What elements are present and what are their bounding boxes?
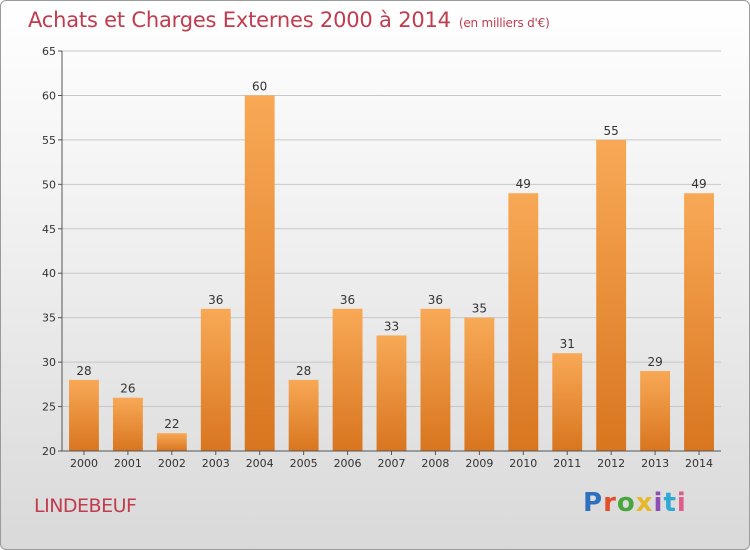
bar [508, 193, 539, 451]
bar [332, 308, 363, 451]
bar-value-label: 49 [691, 177, 706, 191]
x-tick-label: 2010 [509, 457, 537, 470]
x-tick-label: 2012 [597, 457, 625, 470]
x-tick-label: 2004 [246, 457, 274, 470]
x-tick-label: 2011 [553, 457, 581, 470]
bar-value-label: 31 [560, 337, 575, 351]
bar-value-label: 55 [604, 124, 619, 138]
proxiti-logo: Proxiti [583, 488, 687, 518]
bar [288, 379, 319, 451]
bar [200, 308, 231, 451]
x-tick-label: 2008 [421, 457, 449, 470]
logo-letter: P [583, 488, 604, 518]
commune-name: LINDEBEUF [34, 495, 137, 517]
bar [69, 379, 99, 451]
bar [552, 353, 583, 451]
y-tick-label: 55 [42, 134, 56, 147]
logo-letter: i [676, 488, 687, 518]
bar [684, 193, 714, 451]
logo-letter: i [653, 488, 664, 518]
x-tick-label: 2005 [290, 457, 318, 470]
y-tick-label: 35 [42, 312, 56, 325]
bar [376, 335, 407, 451]
x-tick-label: 2003 [202, 457, 230, 470]
logo-letter: r [603, 488, 617, 518]
y-tick-label: 30 [42, 356, 56, 369]
chart-unit: (en milliers d'€) [458, 16, 550, 30]
bar [244, 95, 275, 451]
bar [596, 139, 627, 451]
bar-value-label: 29 [647, 355, 662, 369]
y-tick-label: 50 [42, 178, 56, 191]
y-tick-label: 45 [42, 223, 56, 236]
bar-value-label: 36 [340, 293, 355, 307]
y-tick-label: 40 [42, 267, 56, 280]
y-tick-label: 65 [42, 45, 56, 58]
x-tick-label: 2002 [158, 457, 186, 470]
bar-value-label: 35 [472, 302, 487, 316]
bar [112, 397, 143, 451]
bar-value-label: 22 [164, 417, 179, 431]
logo-letter: o [616, 488, 636, 518]
x-tick-label: 2006 [334, 457, 362, 470]
bar-value-label: 28 [76, 364, 91, 378]
bar-value-label: 33 [384, 319, 399, 333]
y-tick-label: 60 [42, 89, 56, 102]
x-tick-label: 2014 [685, 457, 713, 470]
chart-title-text: Achats et Charges Externes 2000 à 2014 [28, 8, 451, 32]
bar-value-label: 60 [252, 79, 267, 93]
bar [464, 317, 495, 451]
x-tick-label: 2013 [641, 457, 669, 470]
bar [420, 308, 451, 451]
bar-value-label: 49 [516, 177, 531, 191]
logo-letter: x [635, 488, 654, 518]
chart-title: Achats et Charges Externes 2000 à 2014 (e… [28, 8, 550, 32]
y-tick-label: 25 [42, 401, 56, 414]
x-tick-label: 2000 [70, 457, 98, 470]
x-tick-label: 2009 [465, 457, 493, 470]
bar-value-label: 28 [296, 364, 311, 378]
bar [156, 433, 187, 451]
bar-value-label: 26 [120, 382, 135, 396]
bar-value-label: 36 [428, 293, 443, 307]
bars: 28 26 22 36 60 28 36 33 36 35 49 31 55 29 49 [69, 79, 714, 451]
y-tick-label: 20 [42, 445, 56, 458]
bar-value-label: 36 [208, 293, 223, 307]
axes: 20 25 30 35 40 45 50 55 60 65 2000 2001 2002 2003 2004… [42, 45, 721, 470]
x-tick-label: 2007 [378, 457, 406, 470]
bar [640, 371, 671, 451]
x-tick-label: 2001 [114, 457, 142, 470]
logo-letter: t [663, 488, 677, 518]
